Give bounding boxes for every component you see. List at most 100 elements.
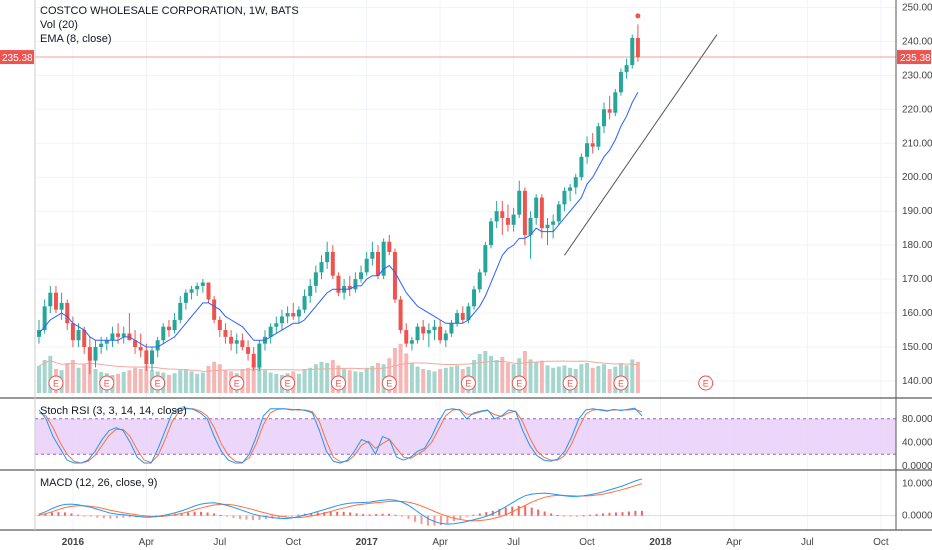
- volume-bar: [200, 372, 205, 393]
- volume-bar: [630, 359, 635, 393]
- ema-legend: EMA (8, close): [40, 33, 112, 45]
- candle-body: [590, 143, 595, 147]
- candle-body: [336, 275, 341, 293]
- candle-body: [138, 347, 143, 351]
- earnings-marker-label: E: [465, 379, 471, 389]
- candle-body: [415, 326, 420, 341]
- candle-body: [195, 285, 200, 290]
- price-tick-label: 230.00: [902, 70, 932, 81]
- time-tick-label: Jul: [507, 537, 520, 548]
- candle-body: [347, 285, 352, 290]
- earnings-marker-icon: [562, 375, 578, 391]
- earnings-marker-label: E: [386, 379, 392, 389]
- macd-label: MACD (12, 26, close, 9): [40, 477, 158, 489]
- volume-bar: [308, 367, 313, 393]
- candle-body: [466, 306, 471, 320]
- macd-histogram-bar: [213, 513, 216, 516]
- candle-body: [279, 316, 284, 324]
- time-tick-label: Apr: [139, 537, 155, 548]
- earnings-marker-icon: [48, 375, 64, 391]
- volume-bar: [556, 366, 561, 393]
- candle-body: [161, 326, 166, 341]
- candle-body: [472, 289, 477, 307]
- volume-bar: [313, 364, 318, 393]
- price-tick-label: 180.00: [902, 240, 932, 251]
- candle-body: [539, 197, 544, 229]
- stoch-d-line: [38, 408, 643, 464]
- candle-body: [624, 65, 629, 72]
- candle-body: [93, 347, 98, 361]
- candle-body: [489, 221, 493, 246]
- macd-histogram-bar: [193, 511, 196, 516]
- candle-body: [150, 350, 154, 365]
- macd-histogram-bar: [349, 512, 352, 516]
- candle-body: [133, 340, 138, 348]
- macd-histogram-bar: [251, 515, 254, 521]
- time-tick-label: 2018: [649, 537, 672, 548]
- earnings-marker-icon: [280, 375, 296, 391]
- candle-body: [528, 217, 533, 235]
- volume-bar: [494, 360, 499, 393]
- candle-body: [353, 279, 358, 290]
- stoch-tick-label: 0.0000: [902, 461, 932, 472]
- candle-body: [144, 350, 149, 365]
- volume-bar: [477, 354, 482, 393]
- macd-histogram-bar: [459, 515, 462, 519]
- volume-bar: [70, 360, 75, 393]
- volume-bar: [432, 371, 437, 393]
- macd-histogram-bar: [141, 515, 144, 517]
- candle-body: [534, 197, 539, 218]
- macd-histogram-bar: [57, 512, 60, 516]
- candle-body: [212, 299, 217, 320]
- macd-histogram-bar: [200, 511, 203, 516]
- volume-ma-line: [38, 360, 638, 372]
- volume-bar: [590, 367, 595, 393]
- macd-histogram-bar: [83, 515, 86, 517]
- volume-bar: [528, 359, 533, 393]
- earnings-marker-label: E: [104, 379, 110, 389]
- volume-bar: [189, 371, 194, 393]
- macd-histogram-bar: [245, 515, 248, 520]
- candle-body: [189, 289, 194, 293]
- candle-body: [70, 323, 75, 341]
- candle-body: [268, 326, 273, 337]
- earnings-marker-label: E: [335, 379, 341, 389]
- macd-histogram-bar: [465, 515, 468, 517]
- candle-body: [59, 302, 64, 310]
- volume-bar: [438, 369, 443, 393]
- macd-tick-label: 10.0000: [902, 478, 932, 489]
- macd-histogram-bar: [44, 513, 47, 516]
- candle-body: [302, 296, 307, 310]
- stoch-legend: Stoch RSI (3, 3, 14, 14, close): [40, 404, 187, 418]
- candle-body: [404, 330, 409, 344]
- earnings-marker-icon: [229, 375, 245, 391]
- volume-bar: [274, 373, 279, 393]
- volume-bar: [353, 371, 358, 393]
- time-tick-label: 2016: [62, 537, 85, 548]
- volume-bar: [472, 360, 477, 393]
- stoch-tick-label: 80.0000: [902, 414, 932, 425]
- macd-histogram-bar: [621, 512, 624, 516]
- candle-body: [166, 326, 171, 331]
- volume-bar: [607, 369, 612, 393]
- macd-histogram-bar: [543, 511, 546, 516]
- volume-bar: [364, 367, 369, 393]
- macd-histogram-bar: [277, 515, 280, 518]
- macd-histogram-bar: [290, 515, 293, 517]
- earnings-marker-icon: [381, 375, 397, 391]
- ema-line: [38, 92, 639, 348]
- time-tick-label: Oct: [285, 537, 301, 548]
- time-tick-label: Jul: [801, 537, 814, 548]
- macd-histogram-bar: [102, 515, 105, 519]
- last-price-tag: [897, 50, 931, 65]
- candle-body: [426, 330, 431, 334]
- volume-bar: [330, 360, 335, 393]
- macd-histogram-bar: [472, 514, 475, 516]
- candle-body: [585, 143, 590, 157]
- candle-body: [87, 347, 92, 361]
- price-tick-label: 190.00: [902, 206, 932, 217]
- macd-histogram-bar: [38, 514, 40, 516]
- candle-body: [359, 272, 364, 280]
- volume-bar: [500, 357, 505, 393]
